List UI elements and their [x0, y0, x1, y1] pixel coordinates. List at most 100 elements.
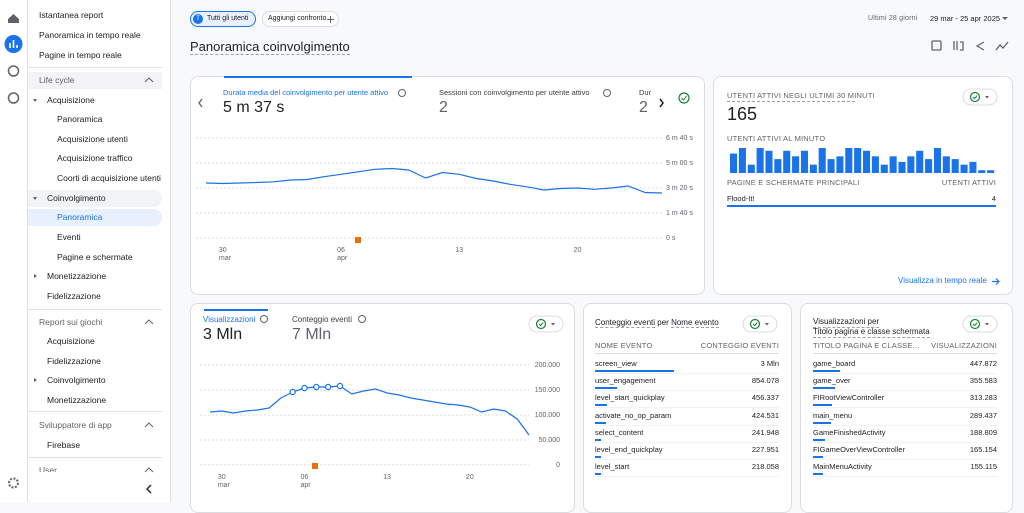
dimension[interactable]: Titolo pagina e classe schermata [813, 327, 930, 338]
icon-rail [0, 0, 28, 502]
nav-item[interactable]: Coinvolgimento [47, 193, 106, 203]
prev-arrow[interactable] [198, 98, 203, 108]
segment-chip[interactable] [190, 11, 256, 27]
nav-section[interactable]: Sviluppatore di app [39, 420, 112, 430]
help-icon[interactable] [398, 89, 406, 97]
x-tick-label: 06 apr [337, 247, 348, 262]
expand-caret[interactable] [33, 197, 37, 200]
date-caret[interactable] [1001, 16, 1009, 22]
date-range[interactable]: 29 mar - 25 apr 2025 [930, 14, 1001, 23]
bar [898, 161, 906, 173]
compare-label: Aggiungi confronto [268, 15, 327, 22]
date-range-label: Ultimi 28 giorni [868, 15, 918, 22]
row-bar [595, 404, 607, 407]
nav-item[interactable]: Acquisizione [47, 95, 95, 105]
nav-item[interactable]: Monetizzazione [47, 395, 107, 405]
nav-item[interactable]: Istantanea report [39, 10, 104, 20]
row-rule [813, 424, 997, 426]
tab-label[interactable]: Sessioni con coinvolgimento per utente a… [439, 88, 590, 97]
ads-icon[interactable] [7, 92, 20, 104]
expand-caret[interactable] [34, 378, 37, 382]
settings-icon[interactable] [8, 477, 19, 489]
compare-chip[interactable] [262, 11, 339, 27]
collapse-chevron[interactable] [144, 319, 154, 325]
tab-label[interactable]: Visualizzazioni [203, 315, 256, 324]
x-tick-label: 30 mar [218, 247, 231, 262]
nav-item[interactable]: Eventi [57, 232, 81, 242]
engagement-card [190, 76, 705, 295]
row-rule [595, 459, 779, 460]
link-arrow[interactable] [991, 277, 1001, 286]
nav-item[interactable]: Panoramica in tempo reale [39, 30, 141, 40]
next-arrow[interactable] [659, 98, 664, 108]
row-value: 155.115 [970, 462, 997, 472]
row-rule [595, 424, 779, 426]
row-name: MainMenuActivity [813, 462, 872, 472]
row-bar [813, 404, 833, 407]
nav-section[interactable]: Life cycle [39, 75, 75, 85]
nav-item[interactable]: Coorti di acquisizione utenti [57, 173, 161, 183]
insights-icon[interactable] [995, 41, 1009, 51]
bar [916, 150, 924, 173]
expand-caret[interactable] [34, 274, 37, 278]
row-name: user_engagement [595, 376, 656, 386]
nav-item[interactable]: Coinvolgimento [47, 375, 106, 385]
row-bar [595, 421, 607, 424]
bar [951, 159, 959, 173]
nav-item[interactable]: Pagine in tempo reale [39, 50, 122, 60]
nav-item[interactable]: Fidelizzazione [47, 356, 101, 366]
row-value: 241.948 [751, 427, 779, 437]
tab-label[interactable]: Conteggio eventi [292, 315, 353, 324]
y-tick-label: 50.000 [539, 437, 561, 444]
metric[interactable]: Visualizzazioni per [813, 317, 880, 328]
realtime-link[interactable]: Visualizza in tempo reale [898, 276, 987, 285]
x-tick-label: 20 [465, 474, 474, 481]
nav-section[interactable]: Report sui giochi [39, 317, 103, 327]
row-name: GameFinishedActivity [813, 427, 886, 437]
status-icon[interactable] [678, 92, 690, 104]
bar [960, 164, 968, 173]
nav-item[interactable]: Panoramica [57, 114, 103, 124]
explore-icon[interactable] [7, 65, 20, 77]
bar [987, 170, 995, 173]
row-bar [595, 456, 601, 458]
status-check [681, 95, 687, 101]
collapse-chevron[interactable] [144, 422, 154, 428]
nav-item[interactable]: Acquisizione utenti [57, 134, 128, 144]
nav-item[interactable]: Acquisizione [47, 336, 95, 346]
row-value: 313.283 [969, 393, 997, 403]
row-name: level_start [595, 462, 630, 472]
compare-icon[interactable] [953, 41, 964, 51]
row-bar [813, 387, 835, 390]
nav-item[interactable]: Fidelizzazione [47, 291, 101, 301]
edit-icon[interactable] [931, 40, 942, 51]
help-icon[interactable] [603, 89, 611, 97]
pages-rows: game_board 447.872 game_over 355.583 FIRootV… [813, 358, 997, 488]
nav-item-selected[interactable]: Panoramica [57, 212, 103, 222]
nav-item[interactable]: Acquisizione traffico [57, 153, 133, 163]
collapse-sidebar[interactable] [146, 484, 152, 494]
share-icon[interactable] [975, 41, 985, 51]
x-tick-label: 20 [573, 247, 582, 254]
page-title: Panoramica coinvolgimento [190, 39, 350, 55]
collapse-chevron[interactable] [144, 467, 154, 473]
tab-clip: Dur 2 [639, 87, 654, 117]
nav-section[interactable]: User [39, 465, 57, 472]
row-value: 188.809 [969, 427, 997, 437]
nav-item[interactable]: Pagine e schermate [57, 252, 133, 262]
column-header: PAGINE E SCHERMATE PRINCIPALI [727, 178, 860, 187]
expand-caret[interactable] [33, 99, 37, 102]
bar [854, 148, 862, 173]
nav-item[interactable]: Firebase [47, 440, 81, 450]
nav-item[interactable]: Monetizzazione [47, 271, 107, 281]
home-icon[interactable] [8, 14, 19, 23]
collapse-chevron[interactable] [144, 77, 154, 83]
y-tick-label: 150.000 [535, 387, 560, 394]
add-icon [327, 16, 334, 23]
row-value: 3 Mln [760, 359, 779, 368]
tab-label[interactable]: Dur [639, 88, 652, 97]
row-rule [595, 373, 779, 374]
tab-label[interactable]: Durata media del coinvolgimento per uten… [223, 88, 389, 97]
dimension[interactable]: Nome evento [671, 318, 719, 328]
metric[interactable]: Conteggio eventi [595, 318, 656, 328]
